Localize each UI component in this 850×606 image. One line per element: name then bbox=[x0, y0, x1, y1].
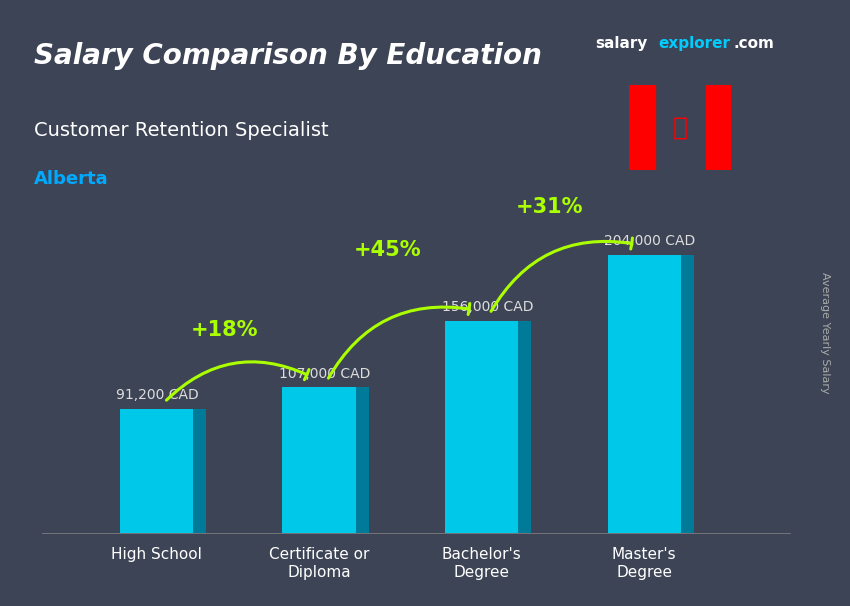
Bar bbox=[120, 409, 193, 533]
Polygon shape bbox=[518, 321, 531, 533]
Text: Alberta: Alberta bbox=[34, 170, 109, 188]
Bar bbox=[282, 387, 355, 533]
Text: 91,200 CAD: 91,200 CAD bbox=[116, 388, 199, 402]
Text: salary: salary bbox=[595, 36, 648, 52]
Text: 156,000 CAD: 156,000 CAD bbox=[442, 300, 533, 314]
Text: Customer Retention Specialist: Customer Retention Specialist bbox=[34, 121, 329, 140]
Polygon shape bbox=[193, 409, 206, 533]
Bar bbox=[445, 321, 518, 533]
Bar bbox=[629, 85, 654, 170]
Text: Average Yearly Salary: Average Yearly Salary bbox=[819, 273, 830, 394]
Text: +18%: +18% bbox=[191, 320, 258, 340]
Bar bbox=[706, 85, 731, 170]
Text: Salary Comparison By Education: Salary Comparison By Education bbox=[34, 42, 542, 70]
Text: 107,000 CAD: 107,000 CAD bbox=[279, 367, 371, 381]
Text: .com: .com bbox=[734, 36, 774, 52]
Bar bbox=[608, 255, 681, 533]
Polygon shape bbox=[681, 255, 694, 533]
Text: +45%: +45% bbox=[354, 239, 421, 260]
Text: +31%: +31% bbox=[516, 198, 584, 218]
Polygon shape bbox=[355, 387, 369, 533]
Text: 204,000 CAD: 204,000 CAD bbox=[604, 235, 695, 248]
Text: explorer: explorer bbox=[659, 36, 731, 52]
Text: 🍁: 🍁 bbox=[672, 115, 688, 139]
